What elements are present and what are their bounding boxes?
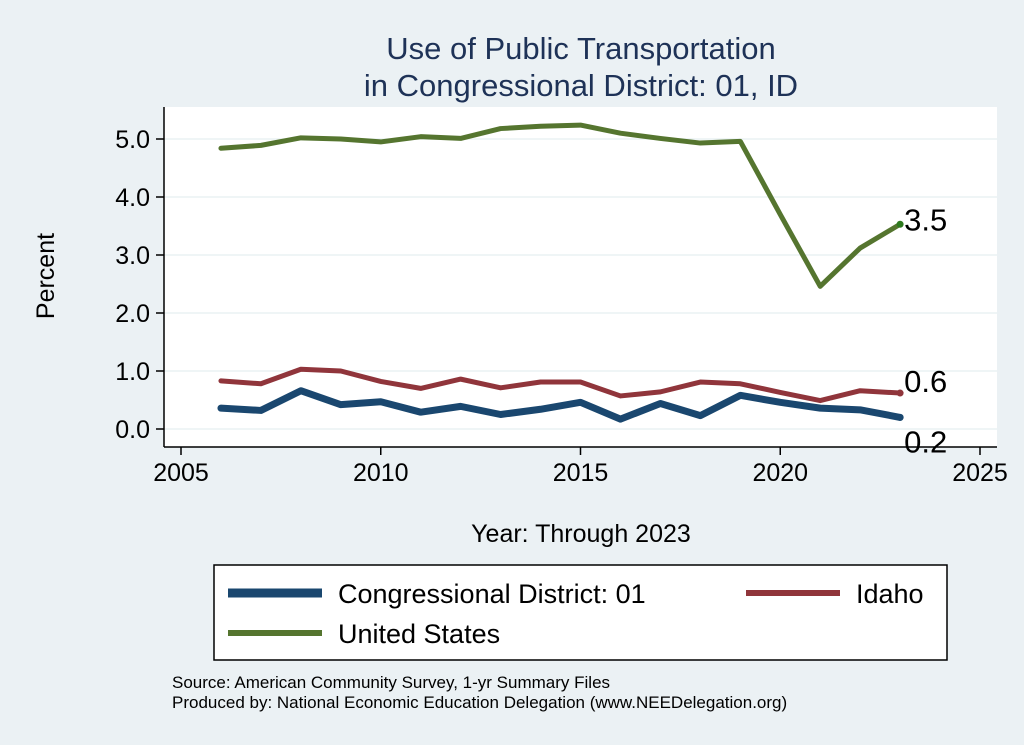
end-point — [896, 413, 904, 421]
y-tick-label: 3.0 — [115, 242, 150, 270]
source-line-2: Produced by: National Economic Education… — [172, 693, 787, 712]
series-line-congressional-district-01 — [217, 387, 904, 423]
legend-label: Congressional District: 01 — [338, 579, 646, 609]
legend-label: Idaho — [856, 579, 924, 609]
end-label: 0.2 — [904, 424, 947, 459]
end-point — [896, 220, 904, 228]
y-tick-label: 0.0 — [115, 416, 150, 444]
y-tick-label: 1.0 — [115, 358, 150, 386]
end-label: 0.6 — [904, 364, 947, 399]
axes: 0.0 1.0 2.0 3.0 4.0 5.0 2005 2010 2015 2020 2025 — [115, 107, 1008, 487]
y-tick-label: 4.0 — [115, 184, 150, 212]
series-line-united-states — [218, 122, 903, 289]
x-tick-label: 2025 — [952, 459, 1008, 487]
end-label: 3.5 — [904, 202, 947, 237]
legend-box — [213, 564, 948, 661]
chart-title-line-2: in Congressional District: 01, ID — [364, 68, 798, 103]
x-tick-label: 2010 — [353, 459, 409, 487]
chart-title-line-1: Use of Public Transportation — [386, 31, 775, 66]
y-tick-label: 2.0 — [115, 300, 150, 328]
legend-label: United States — [338, 619, 500, 649]
y-axis-label: Percent — [32, 233, 60, 319]
x-tick-label: 2015 — [553, 459, 609, 487]
x-axis-label: Year: Through 2023 — [471, 520, 691, 548]
series-lines — [217, 122, 904, 423]
y-tick-label: 5.0 — [115, 126, 150, 154]
source-line-1: Source: American Community Survey, 1-yr … — [172, 673, 610, 692]
x-tick-label: 2020 — [752, 459, 808, 487]
x-tick-label: 2005 — [153, 459, 209, 487]
series-line-idaho — [218, 366, 903, 404]
end-labels: 0.2 0.6 3.5 — [896, 202, 947, 459]
legend: Congressional District: 01 Idaho United St… — [228, 579, 924, 649]
end-point — [896, 389, 904, 397]
